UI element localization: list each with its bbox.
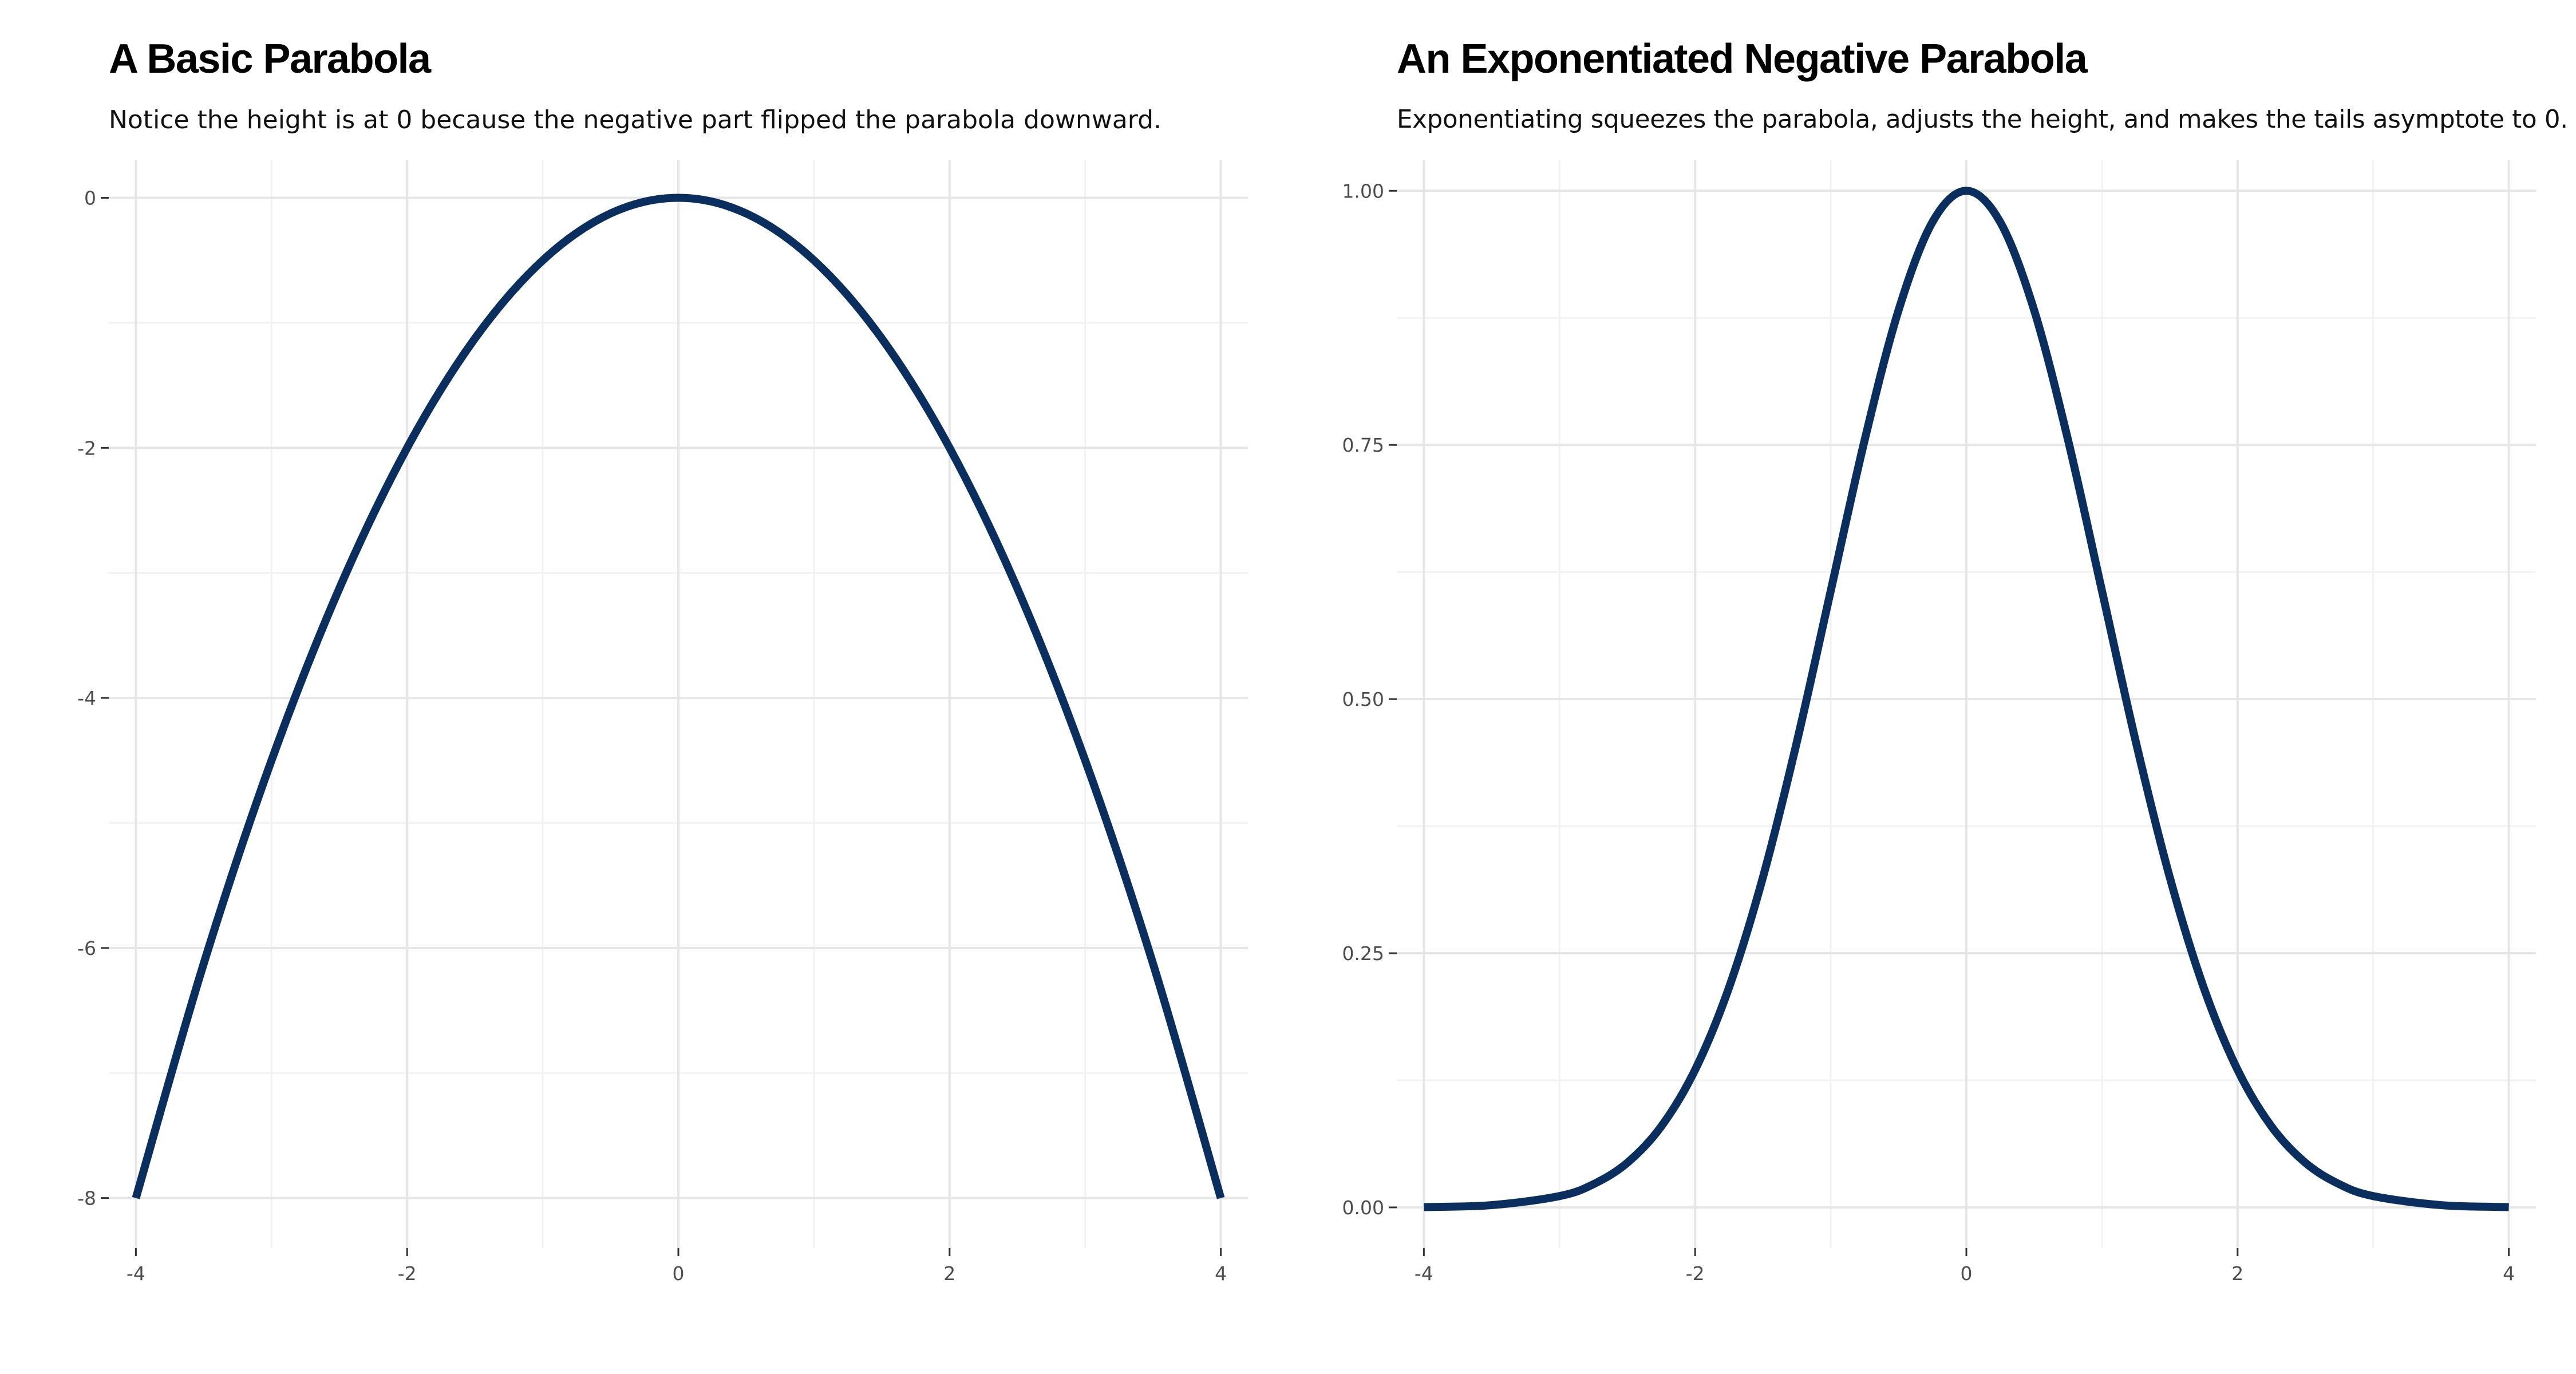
chart-panel-left: -4 -2 0 2 4 -8 -6 -4 -2 0 A Basic Parabola Notice… xyxy=(77,36,1248,1285)
series-line xyxy=(1424,187,2509,1211)
x-tick-label: -2 xyxy=(398,1262,417,1285)
y-tick-label: -6 xyxy=(77,937,96,960)
x-tick-label: -4 xyxy=(1415,1262,1433,1285)
chart-title: An Exponentiated Negative Parabola xyxy=(1397,36,2088,82)
y-tick-label: 0.25 xyxy=(1342,942,1384,965)
chart-subtitle: Exponentiating squeezes the parabola, ad… xyxy=(1397,105,2568,134)
y-tick-label: -4 xyxy=(77,687,96,709)
grid xyxy=(109,160,1248,1248)
x-tick-label: 4 xyxy=(2503,1262,2515,1285)
y-tick-label: 0 xyxy=(84,187,96,210)
chart-title: A Basic Parabola xyxy=(109,36,431,82)
x-tick-label: 0 xyxy=(673,1262,685,1285)
y-tick-label: 0.75 xyxy=(1342,434,1384,456)
plot-area-left: -4 -2 0 2 4 -8 -6 -4 -2 0 xyxy=(77,160,1248,1285)
plot-area-right: -4 -2 0 2 4 0.00 0.25 0.50 0.75 1.00 xyxy=(1342,160,2536,1285)
x-tick-label: -2 xyxy=(1686,1262,1705,1285)
chart-subtitle: Notice the height is at 0 because the ne… xyxy=(109,105,1162,135)
x-tick-label: 2 xyxy=(2231,1262,2243,1285)
x-tick-label: -4 xyxy=(127,1262,145,1285)
x-tick-label: 2 xyxy=(943,1262,955,1285)
y-tick-label: -8 xyxy=(77,1187,96,1210)
y-tick-label: 0.50 xyxy=(1342,688,1384,710)
series-line xyxy=(132,194,1225,1199)
y-tick-label: 1.00 xyxy=(1342,180,1384,202)
grid xyxy=(1397,160,2536,1248)
x-tick-label: 0 xyxy=(1961,1262,1973,1285)
y-tick-label: -2 xyxy=(77,437,96,459)
x-tick-label: 4 xyxy=(1215,1262,1227,1285)
y-tick-label: 0.00 xyxy=(1342,1197,1384,1219)
chart-panel-right: -4 -2 0 2 4 0.00 0.25 0.50 0.75 1.00 An Exponenti… xyxy=(1288,0,2576,1374)
